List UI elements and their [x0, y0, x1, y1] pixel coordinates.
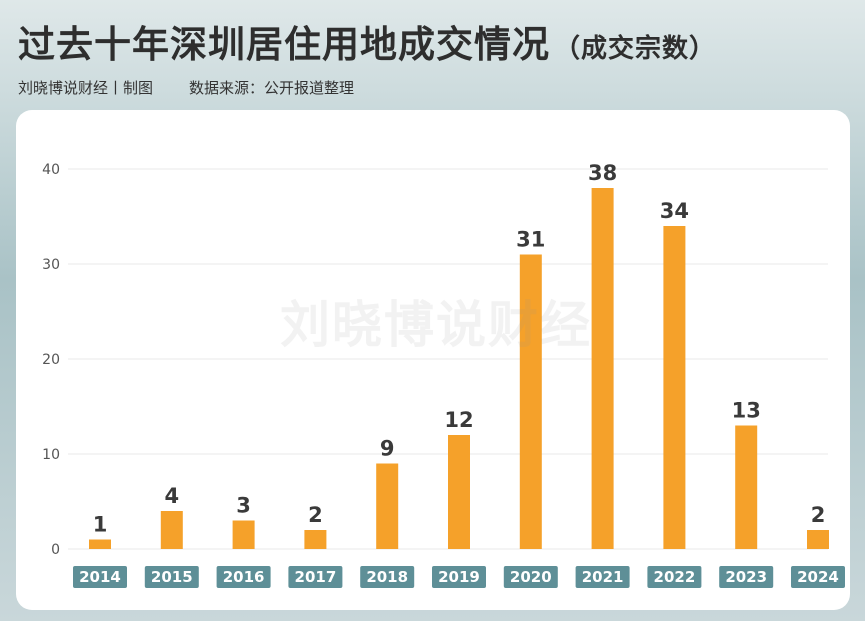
x-label-box — [432, 566, 486, 588]
x-label-box — [575, 566, 630, 588]
bar-chart: 0 10 20 30 40 1 2014 4 2015 3 2016 2 2017 9 2018 12 2019… — [42, 161, 845, 588]
credit-source: 数据来源：公开报道整理 — [189, 79, 355, 97]
y-tick-label: 10 — [42, 447, 60, 463]
x-label-box — [216, 566, 271, 588]
credit-line: 刘晓博说财经丨制图 数据来源：公开报道整理 — [18, 77, 354, 98]
x-tick-label: 2020 — [510, 568, 552, 586]
x-label-box — [503, 566, 558, 588]
x-tick-label: 2019 — [438, 568, 480, 586]
value-label: 2 — [811, 503, 826, 527]
bar-2015 — [160, 511, 183, 549]
x-label-box — [73, 566, 127, 588]
value-label: 3 — [236, 494, 251, 518]
value-label: 13 — [732, 399, 761, 423]
value-label: 2 — [308, 503, 323, 527]
y-tick-label: 20 — [42, 352, 60, 368]
value-label: 1 — [93, 513, 108, 537]
bar-2019 — [448, 435, 470, 549]
x-tick-label: 2021 — [582, 568, 624, 586]
y-tick-label: 30 — [42, 257, 60, 273]
value-label: 12 — [444, 408, 473, 432]
bar-2016 — [232, 520, 255, 549]
title-text: 过去十年深圳居住用地成交情况 — [18, 23, 550, 66]
value-label: 34 — [660, 199, 689, 223]
subtitle-text: （成交宗数） — [554, 34, 717, 64]
bar-2020 — [519, 254, 542, 549]
bar-2023 — [735, 425, 758, 549]
value-label: 4 — [164, 484, 179, 508]
chart-panel: 0 10 20 30 40 1 2014 4 2015 3 2016 2 2017 9 2018 12 2019… — [16, 110, 850, 610]
value-label: 31 — [516, 228, 545, 252]
x-label-box — [791, 566, 845, 588]
page-title: 过去十年深圳居住用地成交情况 （成交宗数） — [18, 14, 716, 68]
value-label: 9 — [380, 437, 395, 461]
x-tick-label: 2018 — [366, 568, 408, 586]
x-tick-label: 2015 — [151, 568, 193, 586]
bar-2021 — [591, 188, 614, 549]
x-label-box — [288, 566, 343, 588]
bar-2018 — [376, 463, 399, 549]
bar-2017 — [304, 530, 327, 549]
credit-author: 刘晓博说财经丨制图 — [18, 79, 154, 97]
x-tick-label: 2024 — [797, 568, 839, 586]
x-tick-label: 2022 — [654, 568, 696, 586]
value-label: 38 — [588, 161, 617, 185]
x-tick-label: 2017 — [295, 568, 337, 586]
y-tick-label: 0 — [51, 542, 60, 558]
x-label-box — [360, 566, 415, 588]
x-label-box — [647, 566, 702, 588]
x-tick-label: 2023 — [725, 568, 767, 586]
x-label-box — [719, 566, 774, 588]
x-label-box — [144, 566, 199, 588]
bar-2022 — [663, 226, 686, 549]
x-tick-label: 2014 — [79, 568, 121, 586]
x-tick-label: 2016 — [223, 568, 265, 586]
y-tick-label: 40 — [42, 162, 60, 178]
bar-2014 — [89, 539, 111, 549]
bar-2024 — [807, 530, 829, 549]
